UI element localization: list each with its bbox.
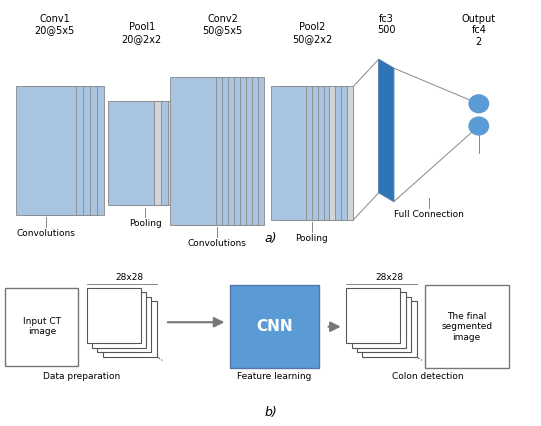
Bar bbox=[425, 285, 509, 368]
Bar bbox=[200, 77, 246, 225]
Text: b): b) bbox=[264, 406, 277, 419]
Bar bbox=[206, 77, 252, 225]
Bar bbox=[318, 86, 353, 220]
Text: Output
fc4
2: Output fc4 2 bbox=[461, 14, 496, 47]
Bar bbox=[270, 86, 306, 220]
Text: Conv1
20@5x5: Conv1 20@5x5 bbox=[35, 14, 75, 35]
Bar bbox=[92, 292, 146, 348]
Bar bbox=[300, 86, 335, 220]
Text: Colon detection: Colon detection bbox=[392, 372, 463, 381]
Bar bbox=[306, 86, 341, 220]
Bar bbox=[176, 77, 222, 225]
Bar bbox=[276, 86, 312, 220]
Bar bbox=[230, 285, 319, 368]
Text: 28x28: 28x28 bbox=[116, 273, 144, 282]
Bar bbox=[122, 101, 168, 205]
Bar bbox=[188, 77, 234, 225]
Text: Input
image
patch: Input image patch bbox=[100, 301, 127, 331]
Text: Full Connection: Full Connection bbox=[394, 210, 464, 219]
Text: Conv2
50@5x5: Conv2 50@5x5 bbox=[202, 14, 243, 35]
Text: Input CT
image: Input CT image bbox=[23, 317, 61, 337]
Text: The final
segmented
image: The final segmented image bbox=[441, 312, 492, 342]
Bar bbox=[16, 86, 76, 215]
Bar bbox=[5, 288, 78, 366]
Bar bbox=[129, 101, 175, 205]
Bar bbox=[30, 86, 90, 215]
Text: Feature learning: Feature learning bbox=[237, 372, 312, 381]
Bar bbox=[23, 86, 83, 215]
Text: Convolutions: Convolutions bbox=[188, 239, 247, 248]
Bar bbox=[97, 296, 151, 352]
Bar bbox=[44, 86, 104, 215]
Text: 28x28: 28x28 bbox=[375, 273, 404, 282]
Bar bbox=[170, 77, 216, 225]
Bar bbox=[182, 77, 228, 225]
Bar bbox=[352, 292, 406, 348]
Text: fc3
500: fc3 500 bbox=[377, 14, 395, 35]
Bar bbox=[37, 86, 97, 215]
Text: Data preparation: Data preparation bbox=[43, 372, 120, 381]
Polygon shape bbox=[379, 59, 394, 201]
Text: Pooling: Pooling bbox=[129, 219, 162, 228]
Bar bbox=[357, 296, 411, 352]
Bar bbox=[282, 86, 318, 220]
Bar bbox=[218, 77, 264, 225]
Bar bbox=[108, 101, 154, 205]
Bar bbox=[115, 101, 161, 205]
Bar bbox=[346, 288, 400, 343]
Bar bbox=[362, 301, 417, 357]
Text: Classified
image
patch: Classified image patch bbox=[353, 301, 394, 331]
Circle shape bbox=[469, 117, 489, 135]
Bar bbox=[194, 77, 240, 225]
Bar bbox=[294, 86, 329, 220]
Text: Convolutions: Convolutions bbox=[17, 229, 75, 238]
Text: Pool2
50@2x2: Pool2 50@2x2 bbox=[292, 22, 332, 44]
Bar bbox=[212, 77, 258, 225]
Text: Pooling: Pooling bbox=[295, 234, 328, 243]
Text: a): a) bbox=[264, 232, 277, 245]
Circle shape bbox=[469, 95, 489, 112]
Bar bbox=[87, 288, 141, 343]
Bar bbox=[312, 86, 347, 220]
Bar bbox=[103, 301, 157, 357]
Text: Pool1
20@2x2: Pool1 20@2x2 bbox=[122, 22, 162, 44]
Bar bbox=[288, 86, 324, 220]
Text: CNN: CNN bbox=[256, 319, 293, 334]
